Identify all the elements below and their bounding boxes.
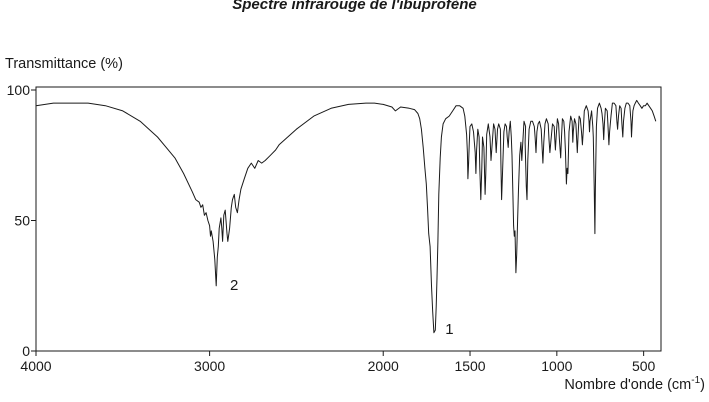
y-tick-label: 0 [22, 343, 30, 359]
peak-label: 1 [445, 321, 453, 338]
y-tick-label: 100 [7, 82, 31, 98]
x-tick-label: 1500 [454, 358, 485, 374]
x-axis-label-text: Nombre d'onde (cm [564, 376, 692, 393]
plot-frame [35, 86, 662, 352]
x-tick-label: 500 [632, 358, 656, 374]
x-tick-label: 3000 [194, 358, 225, 374]
x-tick-label: 4000 [20, 358, 51, 374]
x-axis-label-close: ) [700, 376, 705, 393]
axis-ticks: 4000 3000 2000 1500 1000 500 0 50 100 [7, 82, 656, 374]
x-axis-label: Nombre d'onde (cm-1) [564, 375, 705, 393]
y-axis-label: Transmittance (%) [5, 56, 123, 72]
y-tick-label: 50 [14, 213, 30, 229]
peak-label: 2 [230, 277, 238, 294]
chart-title: Spectre infrarouge de l'ibuprofène [232, 0, 477, 13]
annotations: 12 [230, 277, 454, 338]
x-tick-label: 2000 [368, 358, 399, 374]
x-axis-label-exponent: -1 [691, 375, 701, 386]
spectrum-line [35, 99, 657, 334]
x-tick-label: 1000 [541, 358, 572, 374]
